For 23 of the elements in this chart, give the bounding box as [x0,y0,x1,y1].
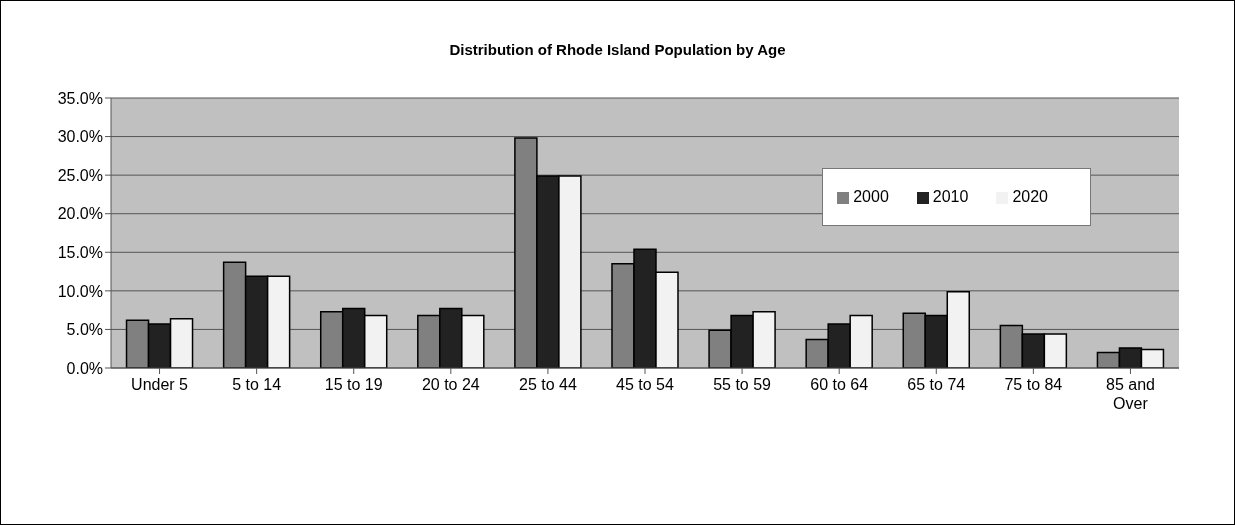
x-tick-label: 20 to 24 [421,376,480,393]
x-tick-label: 25 to 44 [519,376,577,393]
y-tick-label: 35.0% [57,89,103,107]
x-tick-label: 15 to 19 [324,376,383,393]
x-tick-label: 60 to 64 [810,376,869,393]
y-tick-label: 10.0% [57,282,103,300]
x-tick-label: 85 and Over [1105,376,1155,412]
x-tick-label: 45 to 54 [616,376,675,393]
y-tick-label: 0.0% [66,359,103,377]
x-tick-label: 65 to 74 [907,376,966,393]
x-tick-label: 75 to 84 [1004,376,1063,393]
y-tick-label: 30.0% [57,128,103,146]
legend-label: 2010 [932,188,969,205]
chart-title: Distribution of Rhode Island Population by Age [448,41,787,58]
x-tick-label: Under 5 [131,376,189,393]
y-tick-label: 25.0% [57,166,103,184]
y-tick-label: 5.0% [66,321,103,339]
x-tick-label: 5 to 14 [232,376,282,393]
y-tick-label: 15.0% [57,243,103,261]
legend-label: 2000 [853,188,889,205]
y-tick-label: 20.0% [57,205,103,223]
x-tick-label: 55 to 59 [713,376,772,393]
legend-label: 2020 [1012,188,1048,205]
